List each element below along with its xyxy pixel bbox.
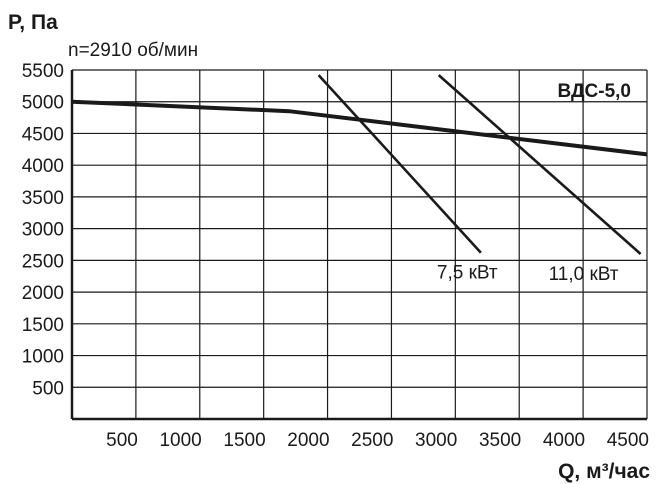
y-tick-label: 3500 xyxy=(22,188,64,209)
x-tick-label: 2500 xyxy=(351,430,393,451)
y-tick-label: 500 xyxy=(32,378,64,399)
speed-note: n=2910 об/мин xyxy=(68,40,198,61)
model-label: ВДС-5,0 xyxy=(558,81,631,102)
y-tick-label: 4500 xyxy=(22,124,64,145)
power-line-label: 11,0 кВт xyxy=(549,264,619,285)
x-tick-label: 2000 xyxy=(287,430,329,451)
y-tick-label: 5500 xyxy=(22,61,64,82)
y-tick-label: 5000 xyxy=(22,93,64,114)
y-tick-label: 3000 xyxy=(22,220,64,241)
grid xyxy=(72,69,648,419)
power-line-label: 7,5 кВт xyxy=(437,263,498,284)
x-tick-label: 4000 xyxy=(543,430,585,451)
y-axis-title: P, Па xyxy=(8,11,58,34)
x-axis-title: Q, м³/час xyxy=(558,460,650,483)
y-tick-label: 1500 xyxy=(22,315,64,336)
x-tick-label: 500 xyxy=(106,430,138,451)
power-line-1 xyxy=(317,74,482,254)
y-tick-label: 4000 xyxy=(22,156,64,177)
series: 7,5 кВт 11,0 кВт xyxy=(71,74,648,285)
x-tick-label: 1000 xyxy=(159,430,201,451)
x-tick-label: 3000 xyxy=(415,430,457,451)
y-tick-label: 2000 xyxy=(22,283,64,304)
x-tick-label: 4500 xyxy=(607,430,649,451)
fan-curve-line xyxy=(71,99,648,157)
power-line-2 xyxy=(437,74,642,255)
tick-labels: 500 1000 1500 2000 2500 3000 3500 4000 4500 500 10… xyxy=(22,61,649,451)
y-tick-label: 1000 xyxy=(22,347,64,368)
y-tick-label: 2500 xyxy=(22,251,64,272)
x-tick-label: 3500 xyxy=(479,430,521,451)
axes xyxy=(70,70,647,421)
x-tick-label: 1500 xyxy=(223,430,265,451)
